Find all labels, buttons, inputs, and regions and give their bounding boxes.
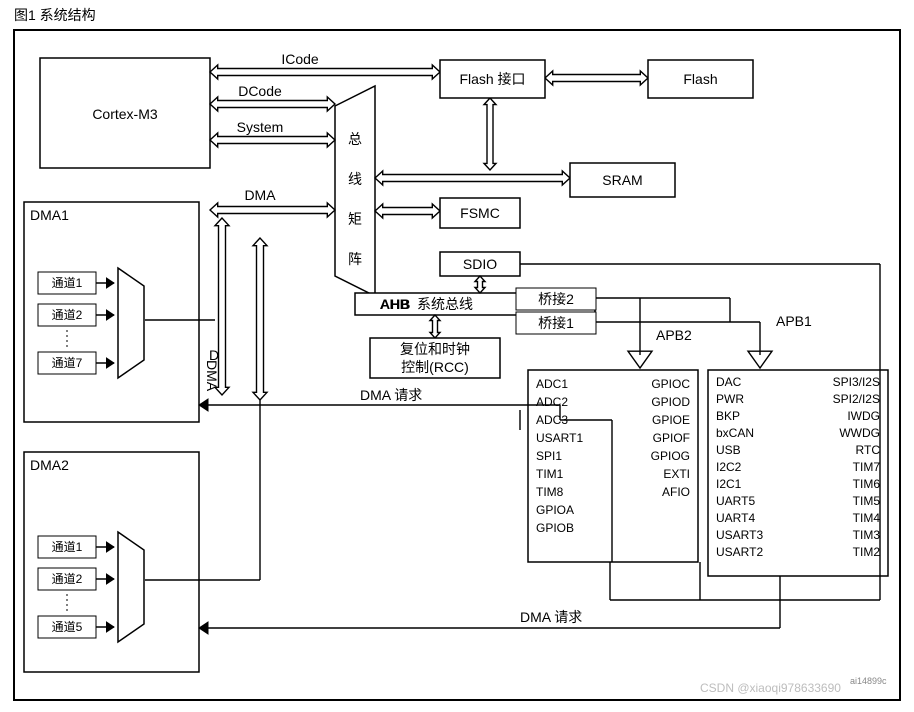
- fsmc-node-label: FSMC: [460, 205, 500, 221]
- apb2-p1-1: ADC2: [536, 395, 568, 409]
- bus-matrix-label: 矩: [348, 211, 362, 227]
- dma-req-2: DMA 请求: [520, 609, 582, 625]
- flash-node-label: Flash: [683, 71, 717, 87]
- dma1-mux: [118, 268, 144, 378]
- apb1-p1-8: UART4: [716, 511, 755, 525]
- system-label: System: [237, 119, 284, 135]
- apb2-label: APB2: [656, 327, 692, 343]
- apb2-p2-0: GPIOC: [651, 377, 690, 391]
- apb1-p2-5: TIM7: [853, 460, 881, 474]
- dma-vert-label: DMA: [204, 360, 220, 392]
- apb2-p1-3: USART1: [536, 431, 583, 445]
- apb1-p2-9: TIM3: [853, 528, 881, 542]
- apb1-p1-1: PWR: [716, 392, 744, 406]
- apb1-p2-2: IWDG: [847, 409, 880, 423]
- flash-interface-node-label: Flash 接口: [459, 71, 525, 87]
- dma1-ch-0-label: 通道1: [52, 276, 83, 290]
- apb2-p2-5: EXTI: [663, 467, 690, 481]
- apb1-p2-4: RTC: [856, 443, 881, 457]
- apb1-p1-6: I2C1: [716, 477, 742, 491]
- apb1-p1-4: USB: [716, 443, 741, 457]
- apb1-p2-10: TIM2: [853, 545, 881, 559]
- apb1-p2-0: SPI3/I2S: [833, 375, 880, 389]
- apb1-p1-7: UART5: [716, 494, 755, 508]
- dma2-ch-0-label: 通道1: [52, 540, 83, 554]
- watermark: CSDN @xiaoqi978633690: [700, 681, 841, 695]
- apb1-p1-0: DAC: [716, 375, 742, 389]
- apb1-p2-7: TIM5: [853, 494, 881, 508]
- apb2-p1-7: GPIOA: [536, 503, 574, 517]
- dma2-label: DMA2: [30, 457, 69, 473]
- apb1-p1-3: bxCAN: [716, 426, 754, 440]
- apb2-p2-2: GPIOE: [652, 413, 690, 427]
- apb2-p1-5: TIM1: [536, 467, 564, 481]
- bridge2-label: 桥接2: [538, 291, 574, 307]
- bridge1-label: 桥接1: [538, 315, 574, 331]
- apb1-p2-8: TIM4: [853, 511, 881, 525]
- dma1-ch-1-label: 通道2: [52, 308, 83, 322]
- sram-node-label: SRAM: [602, 172, 642, 188]
- cortex-m3-label: Cortex-M3: [92, 106, 158, 122]
- dma-label: DMA: [244, 187, 276, 203]
- apb1-p2-6: TIM6: [853, 477, 881, 491]
- apb1-p1-10: USART2: [716, 545, 763, 559]
- apb2-p1-8: GPIOB: [536, 521, 574, 535]
- ahb-text: 系统总线: [417, 296, 473, 312]
- bus-matrix-label: 线: [348, 171, 362, 187]
- dcode-label: DCode: [238, 83, 282, 99]
- dma2-ch-2-label: 通道5: [52, 620, 83, 634]
- dma2-mux: [118, 532, 144, 642]
- apb1-p1-9: USART3: [716, 528, 763, 542]
- apb2-p1-0: ADC1: [536, 377, 568, 391]
- apb2-p2-6: AFIO: [662, 485, 690, 499]
- ahb-strong: AHB: [380, 296, 410, 312]
- figure-title: 图1 系统结构: [14, 7, 96, 23]
- rcc-label1: 复位和时钟: [400, 341, 470, 357]
- apb2-p1-6: TIM8: [536, 485, 564, 499]
- apb2-p2-1: GPIOD: [651, 395, 690, 409]
- bus-matrix-label: 总: [348, 131, 362, 147]
- apb2-p2-4: GPIOG: [651, 449, 690, 463]
- apb1-p2-3: WWDG: [839, 426, 880, 440]
- dma-req-1: DMA 请求: [360, 387, 422, 403]
- icode-label: ICode: [281, 51, 319, 67]
- dma2-ch-1-label: 通道2: [52, 572, 83, 586]
- dma1-ch-2-label: 通道7: [52, 356, 83, 370]
- dma1-label: DMA1: [30, 207, 69, 223]
- apb2-p1-4: SPI1: [536, 449, 562, 463]
- apb1-label: APB1: [776, 313, 812, 329]
- rcc-label2: 控制(RCC): [401, 359, 469, 375]
- apb1-p1-5: I2C2: [716, 460, 742, 474]
- sdio-node-label: SDIO: [463, 256, 497, 272]
- apb1-p2-1: SPI2/I2S: [833, 392, 880, 406]
- apb1-p1-2: BKP: [716, 409, 740, 423]
- bus-matrix-label: 阵: [348, 251, 362, 267]
- dma2-node: [24, 452, 199, 672]
- apb2-p2-3: GPIOF: [653, 431, 690, 445]
- corner-id: ai14899c: [850, 676, 887, 686]
